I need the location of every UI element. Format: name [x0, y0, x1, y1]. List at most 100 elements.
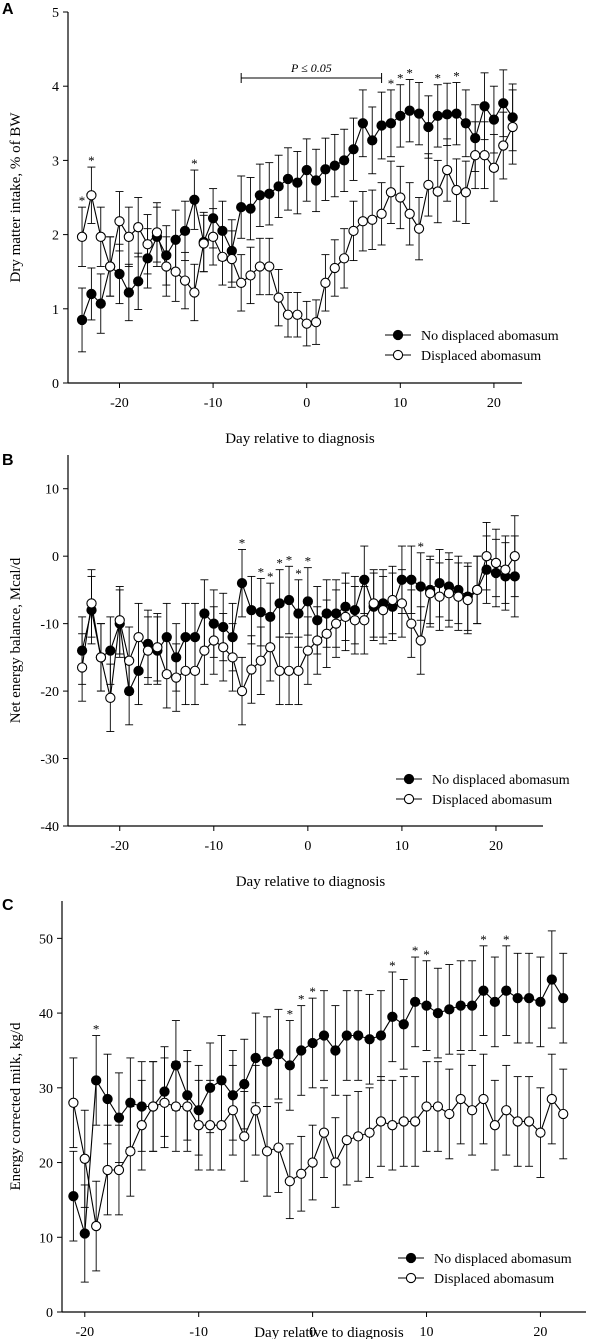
data-point: [375, 1116, 387, 1127]
data-point: [329, 262, 340, 274]
data-point: [189, 665, 201, 677]
data-point: [302, 645, 314, 656]
data-point: [208, 635, 219, 646]
data-point: [409, 996, 421, 1008]
data-point: [284, 1060, 295, 1071]
data-point: [68, 1097, 79, 1108]
data-point: [301, 318, 312, 329]
data-point: [189, 194, 200, 205]
legend-marker: [403, 773, 415, 785]
data-point: [76, 231, 88, 242]
legend-item: No displaced abomasum: [385, 329, 559, 344]
data-point: [523, 992, 535, 1004]
data-point: [236, 578, 248, 589]
legend-marker: [403, 793, 415, 805]
significance-star: *: [397, 71, 404, 86]
x-tick-label: 20: [487, 396, 501, 411]
x-tick-label: 0: [304, 839, 311, 854]
data-point: [151, 227, 163, 238]
data-point: [443, 588, 455, 599]
data-point: [423, 121, 434, 133]
data-point: [501, 1105, 512, 1116]
data-point: [368, 598, 379, 609]
data-point: [114, 615, 125, 626]
data-point: [199, 645, 210, 656]
data-point: [254, 261, 266, 272]
data-point: [364, 1034, 375, 1045]
data-point: [189, 287, 200, 298]
y-tick-label: 5: [52, 6, 59, 21]
data-point: [161, 261, 172, 272]
data-point: [472, 584, 483, 596]
data-point: [338, 155, 350, 166]
legend-label: Displaced abomasum: [432, 793, 552, 808]
data-point: [312, 635, 323, 646]
data-point: [180, 665, 191, 677]
y-tick-label: -10: [40, 618, 59, 633]
data-point: [404, 208, 415, 219]
data-point: [239, 1131, 250, 1142]
data-point: [462, 594, 473, 606]
data-point: [302, 596, 314, 607]
data-point: [387, 1011, 398, 1022]
x-tick-label: 10: [395, 839, 409, 854]
data-point: [113, 1112, 125, 1123]
panel-label: C: [2, 897, 14, 914]
data-point: [307, 1157, 318, 1168]
data-point: [535, 996, 546, 1008]
data-point: [147, 1101, 159, 1112]
significance-star: *: [79, 193, 86, 208]
data-point: [409, 1116, 421, 1127]
significance-star: *: [412, 943, 419, 958]
data-point: [404, 105, 415, 116]
data-point: [79, 1228, 90, 1239]
data-point: [239, 1078, 250, 1090]
data-point: [512, 1116, 523, 1127]
data-point: [413, 223, 425, 234]
data-point: [341, 1134, 352, 1146]
legend-label: No displaced abomasum: [434, 1252, 572, 1267]
legend-item: Displaced abomasum: [398, 1272, 554, 1287]
data-point: [415, 581, 426, 592]
data-point: [330, 618, 342, 629]
significance-star: *: [389, 958, 396, 973]
series-displaced: [76, 89, 518, 347]
data-point: [535, 1127, 546, 1138]
data-point: [558, 1108, 569, 1120]
y-tick-label: -30: [40, 753, 59, 768]
data-point: [264, 261, 275, 272]
data-point: [353, 1030, 364, 1041]
significance-star: *: [423, 947, 430, 962]
data-point: [79, 1153, 90, 1164]
data-point: [546, 974, 557, 985]
data-point: [415, 635, 426, 646]
data-point: [227, 1105, 239, 1116]
y-tick-label: 2: [52, 229, 59, 244]
data-point: [245, 270, 256, 281]
significance-star: *: [503, 932, 510, 947]
significance-star: *: [453, 68, 460, 83]
data-point: [432, 1101, 444, 1112]
data-point: [498, 140, 509, 151]
significance-star: *: [267, 569, 274, 584]
y-tick-label: 10: [39, 1231, 53, 1246]
data-point: [293, 608, 304, 619]
data-point: [293, 665, 304, 677]
data-point: [498, 98, 509, 109]
data-point: [227, 652, 238, 663]
data-point: [133, 222, 144, 233]
panel-a: A 0 1 2 3 4 5 -20 -10 0 10 20 Dry matter intake, % o…: [2, 1, 559, 447]
data-point: [478, 1093, 489, 1105]
data-point: [282, 173, 294, 185]
data-point: [283, 594, 295, 606]
data-point: [434, 591, 445, 602]
significance-star: *: [480, 932, 487, 947]
data-point: [114, 216, 125, 227]
data-point: [441, 164, 453, 176]
data-point: [182, 1101, 193, 1112]
series-line: [72, 1097, 564, 1227]
data-point: [424, 588, 436, 599]
data-point: [284, 1176, 295, 1187]
data-point: [453, 591, 464, 602]
panel-c: C 0 10 20 30 40 50 -20 -10 0 10 20 Energy corrected …: [2, 897, 586, 1339]
